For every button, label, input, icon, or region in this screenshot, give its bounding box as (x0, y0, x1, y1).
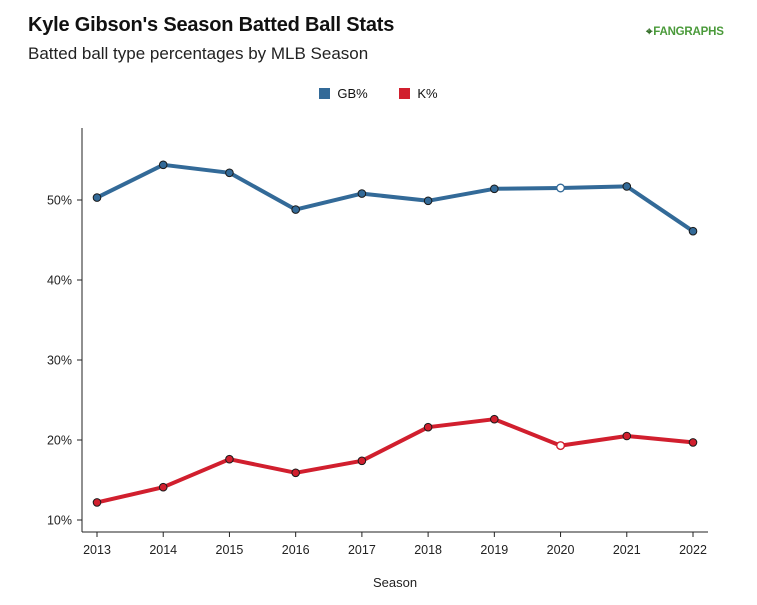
series-layer (92, 160, 698, 507)
x-tick-label: 2021 (613, 543, 641, 557)
fangraphs-logo[interactable]: ⌖FANGRAPHS (646, 26, 724, 39)
data-point-gb[interactable] (158, 160, 168, 170)
data-point-k[interactable] (688, 438, 698, 447)
data-point-k[interactable] (92, 498, 102, 507)
x-tick-label: 2016 (282, 543, 310, 557)
legend-swatch-gb (319, 88, 331, 99)
legend-label-k: K% (417, 86, 438, 101)
axes: 10% 20% 30% 40% 50% 2013 2014 2015 2016 2017 2018 2… (47, 128, 708, 557)
x-tick-label: 2022 (679, 543, 707, 557)
data-point-k[interactable] (225, 454, 234, 464)
x-tick-label: 2013 (83, 543, 111, 557)
data-point-gb[interactable] (291, 205, 300, 214)
chart-subtitle: Batted ball type percentages by MLB Seas… (28, 44, 369, 63)
data-point-gb[interactable] (423, 196, 433, 206)
data-point-gb[interactable] (490, 184, 499, 194)
legend-swatch-k (399, 88, 411, 99)
legend-item-gb[interactable]: GB% (319, 86, 368, 101)
y-tick-label: 20% (47, 434, 72, 448)
data-point-k[interactable] (291, 468, 300, 478)
legend: GB% K% (0, 86, 757, 102)
x-tick-label: 2014 (149, 543, 177, 557)
x-tick-label: 2019 (480, 543, 508, 557)
data-point-k[interactable] (556, 441, 566, 451)
chart-title: Kyle Gibson's Season Batted Ball Stats (28, 14, 395, 36)
legend-label-gb: GB% (337, 86, 368, 101)
y-tick-label: 30% (47, 354, 72, 368)
x-tick-label: 2015 (216, 543, 244, 557)
data-point-gb[interactable] (225, 168, 234, 178)
y-tick-label: 10% (47, 514, 72, 528)
data-point-k[interactable] (622, 431, 632, 441)
data-point-gb[interactable] (622, 182, 632, 191)
x-tick-label: 2020 (547, 543, 575, 557)
data-point-k[interactable] (423, 422, 433, 432)
logo-text: FANGRAPHS (653, 26, 724, 38)
data-point-gb[interactable] (688, 226, 698, 236)
x-tick-label: 2017 (348, 543, 376, 557)
data-point-gb[interactable] (556, 183, 566, 193)
data-point-gb[interactable] (357, 189, 367, 198)
data-point-k[interactable] (158, 482, 168, 492)
logo-mark-icon: ⌖ (646, 26, 653, 38)
data-point-gb[interactable] (92, 193, 102, 202)
x-axis-title: Season (373, 575, 417, 590)
series-line-gb (95, 162, 695, 234)
legend-item-k[interactable]: K% (399, 86, 438, 101)
y-tick-label: 50% (47, 194, 72, 208)
data-point-k[interactable] (490, 414, 499, 424)
x-tick-label: 2018 (414, 543, 442, 557)
y-tick-label: 40% (47, 274, 72, 288)
data-point-k[interactable] (357, 456, 367, 466)
series-line-k (95, 417, 695, 505)
